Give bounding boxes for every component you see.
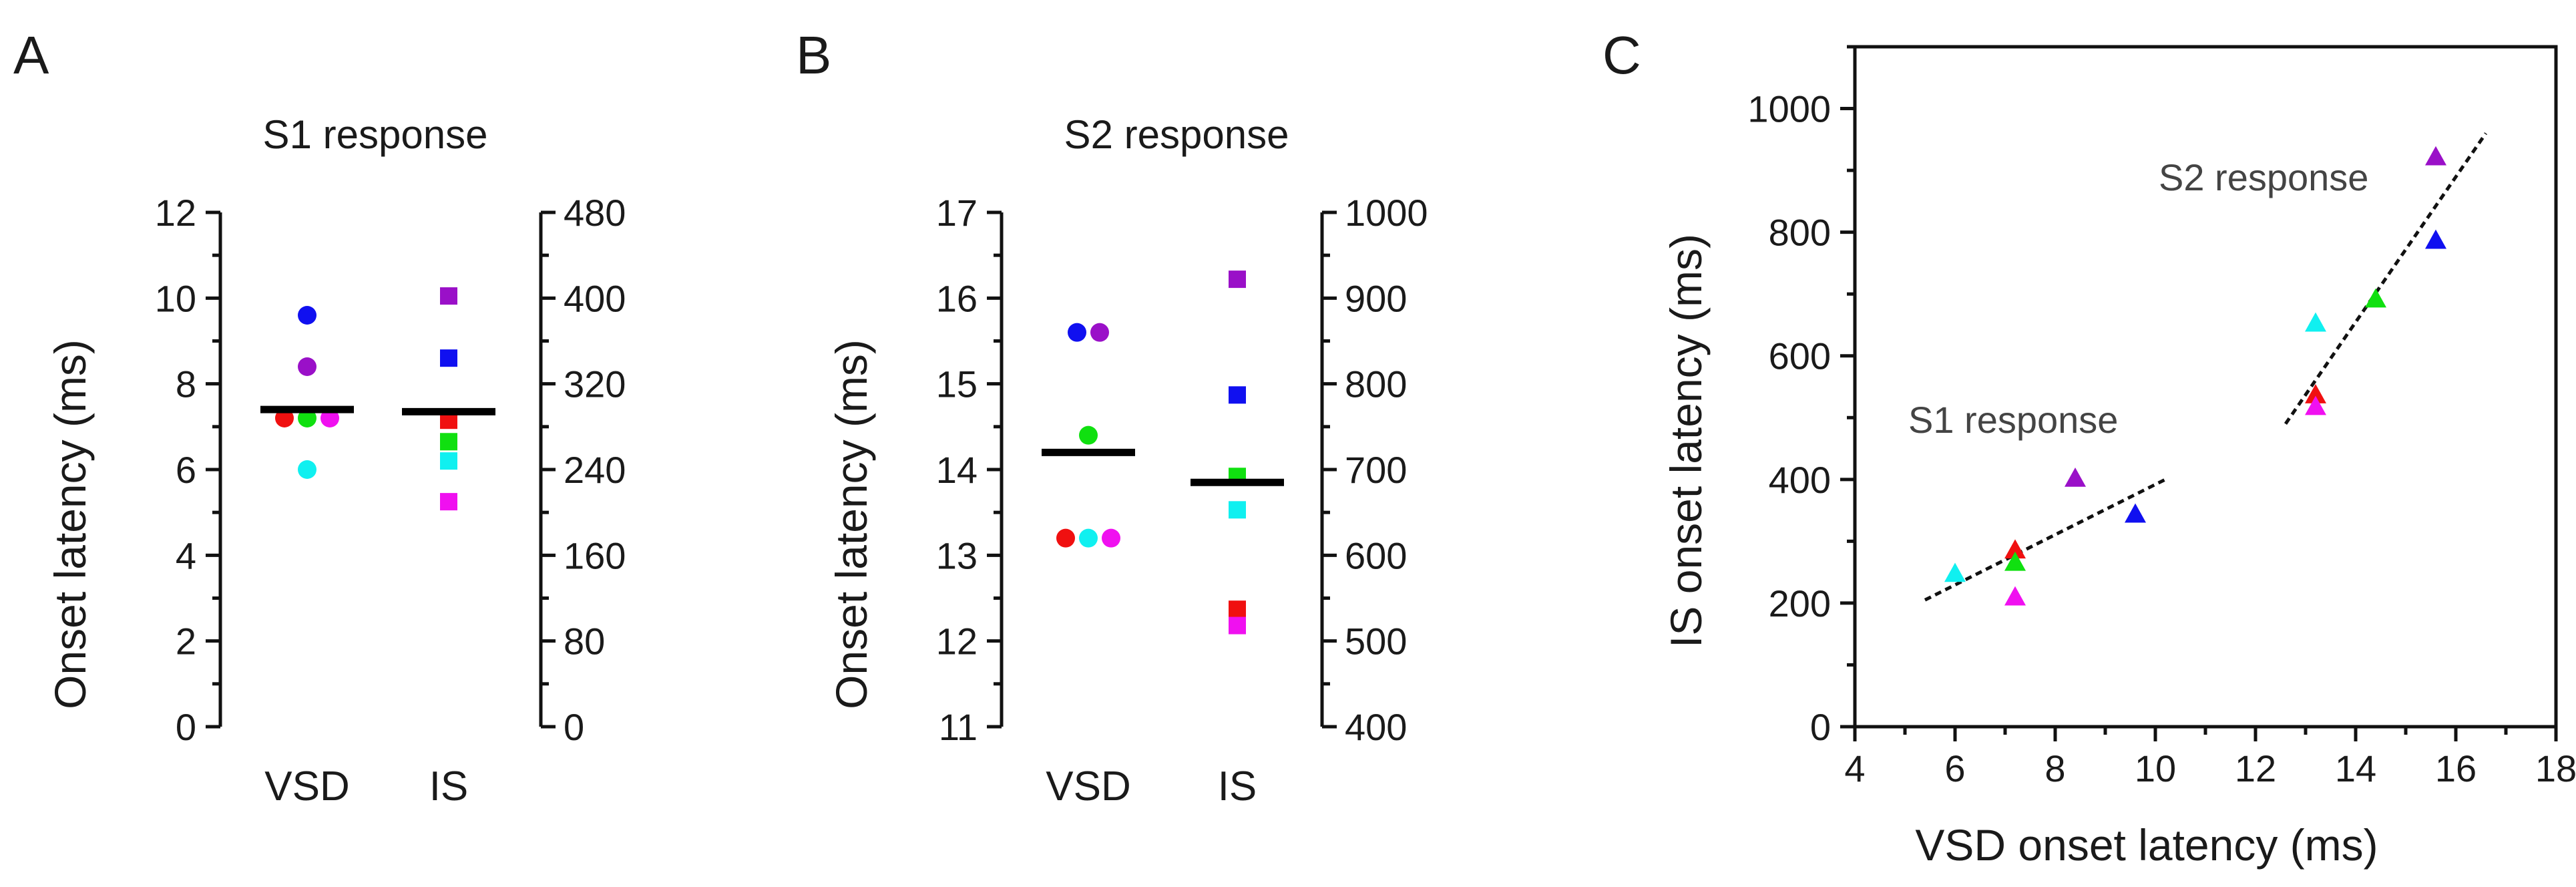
panel-b-left-tick-label: 13 (936, 534, 978, 576)
panel-a-title: S1 response (263, 112, 488, 157)
panel-b-vsd-point-cyan (1079, 528, 1098, 548)
panel-c-s2-point-blue (2425, 229, 2446, 249)
panel-a-is-point-green (440, 433, 457, 451)
panel-c-xlabel: VSD onset latency (ms) (1915, 820, 2378, 870)
panel-c-s1-point-purple (2065, 467, 2086, 487)
panel-a-vsd-point-red (275, 409, 294, 427)
panel-c-y-tick-label: 800 (1769, 212, 1831, 254)
annotation-s2-response: S2 response (2159, 156, 2368, 198)
panel-a-vsd-point-magenta (320, 409, 339, 427)
panel-a-letter: A (13, 25, 49, 85)
panel-a-right-tick-label: 160 (564, 534, 626, 576)
panel-c-s2-point-purple (2425, 146, 2446, 166)
panel-b-right-tick-label: 400 (1345, 706, 1407, 748)
panel-a-is-point-blue (440, 349, 457, 367)
panel-c-y-tick-label: 400 (1769, 459, 1831, 501)
panel-b-vsd-point-blue (1068, 323, 1086, 342)
panel-a-vsd-point-purple (298, 357, 316, 376)
panel-a-left-tick-label: 6 (176, 449, 196, 491)
panel-a-is-point-purple (440, 287, 457, 305)
panel-b-is-point-magenta (1229, 616, 1246, 635)
panel-c-plot: 4 6 8 10 12 14 16 18 0 200 400 600 800 1000 (1747, 45, 2576, 789)
panel-b-right-tick-label: 900 (1345, 277, 1407, 319)
panel-a-category-label: IS (429, 763, 469, 810)
panel-c-x-tick-label: 6 (1944, 747, 1965, 789)
panel-a-left-tick-label: 10 (155, 277, 196, 319)
panel-b-vsd-point-purple (1090, 323, 1109, 342)
panel-b-title: S2 response (1064, 112, 1289, 157)
panel-c-y-tick-label: 600 (1769, 335, 1831, 377)
panel-b-right-tick-label: 800 (1345, 363, 1407, 405)
panel-c-s1-point-magenta (2004, 586, 2026, 606)
panel-c-x-tick-label: 10 (2135, 747, 2176, 789)
panel-a-vsd-point-cyan (298, 460, 316, 479)
panel-c-y-tick-label: 200 (1769, 582, 1831, 625)
panel-c-x-tick-label: 12 (2235, 747, 2276, 789)
panel-b-left-tick-label: 12 (936, 620, 978, 663)
panel-b-plot: 11 12 13 14 15 16 17 400 500 600 700 800 900 1000 VSD I… (936, 192, 1428, 810)
panel-c-x-tick-label: 14 (2335, 747, 2376, 789)
panel-b-right-tick-label: 600 (1345, 534, 1407, 576)
panel-a-right-tick-label: 400 (564, 277, 626, 319)
panel-a-vsd-point-blue (298, 306, 316, 325)
panel-c-s1-point-green (2004, 551, 2026, 571)
panel-b-vsd-point-magenta (1102, 528, 1120, 548)
panel-c-letter: C (1602, 25, 1641, 85)
panel-c-x-tick-label: 16 (2435, 747, 2477, 789)
panel-c-s1-point-red (2004, 539, 2026, 559)
panel-a-right-tick-label: 80 (564, 620, 605, 663)
panel-a-category-label: VSD (264, 763, 349, 810)
panel-b-is-point-purple (1229, 271, 1246, 289)
panel-c-s2-point-cyan (2305, 312, 2326, 332)
panel-c-x-tick-label: 4 (1844, 747, 1865, 789)
panel-b-category-label: VSD (1046, 763, 1130, 810)
panel-a-is-point-cyan (440, 452, 457, 470)
panel-b-right-tick-label: 700 (1345, 449, 1407, 491)
panel-b-left-tick-label: 11 (939, 706, 978, 748)
panel-c-s2-fit-line (2284, 132, 2488, 425)
panel-b-right-tick-label: 500 (1345, 620, 1407, 663)
annotation-s1-response: S1 response (1908, 399, 2118, 441)
panel-c-y-tick-label: 1000 (1747, 88, 1831, 130)
panel-a-right-tick-label: 240 (564, 449, 626, 491)
panel-b-ylabel: Onset latency (ms) (827, 339, 876, 709)
panel-a-right-tick-label: 0 (564, 706, 584, 748)
panel-b-left-tick-label: 15 (936, 363, 978, 405)
panel-b-is-point-cyan (1229, 501, 1246, 519)
panel-b-vsd-point-green (1079, 425, 1098, 445)
panel-b-is-point-red (1229, 600, 1246, 618)
panel-a-left-tick-label: 12 (155, 192, 196, 234)
panel-a-vsd-point-green (298, 409, 316, 427)
panel-c-s1-point-cyan (1944, 562, 1966, 582)
panel-c-plot-frame (1853, 45, 2558, 729)
panel-b-left-tick-label: 14 (936, 449, 978, 491)
panel-c-x-tick-label: 8 (2045, 747, 2065, 789)
panel-a-left-tick-label: 4 (176, 534, 196, 576)
panel-a-left-tick-label: 0 (176, 706, 196, 748)
panel-b-letter: B (796, 25, 831, 85)
panel-a-ylabel: Onset latency (ms) (45, 339, 95, 709)
panel-c-s2-point-magenta (2305, 395, 2326, 415)
panel-c-s2-point-red (2305, 384, 2326, 403)
panel-a-right-tick-label: 480 (564, 192, 626, 234)
panel-c-x-tick-label: 18 (2535, 747, 2576, 789)
panel-a-left-tick-label: 8 (176, 363, 196, 405)
panel-c-s2-point-green (2365, 288, 2386, 308)
panel-b-left-tick-label: 16 (936, 277, 978, 319)
panel-b-category-label: IS (1218, 763, 1257, 810)
panel-c-y-tick-label: 0 (1810, 706, 1831, 748)
panel-c-s1-point-blue (2125, 503, 2146, 523)
panel-b-is-point-blue (1229, 386, 1246, 404)
panel-a-is-point-magenta (440, 493, 457, 511)
panel-c-ylabel: IS onset latency (ms) (1661, 234, 1711, 648)
panel-a-plot: 0 2 4 6 8 10 12 0 80 160 240 320 400 480 VSD IS (155, 192, 626, 810)
panel-a-left-tick-label: 2 (176, 620, 196, 663)
panel-b-right-tick-label: 1000 (1345, 192, 1428, 234)
panel-a-right-tick-label: 320 (564, 363, 626, 405)
panel-b-vsd-point-red (1056, 528, 1075, 548)
panel-b-left-tick-label: 17 (936, 192, 978, 234)
